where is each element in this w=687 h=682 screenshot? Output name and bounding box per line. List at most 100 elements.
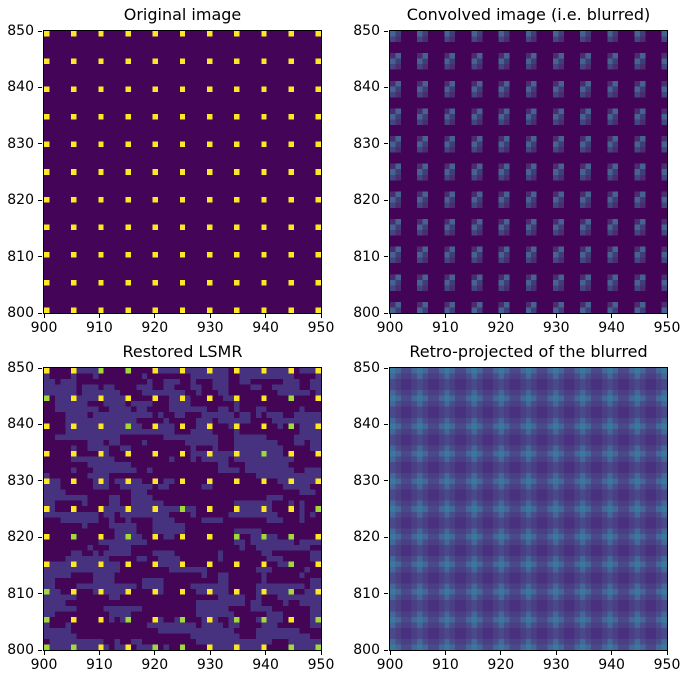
x-tick-label: 910 (86, 657, 113, 673)
x-tick-label: 930 (542, 657, 570, 673)
x-tick-label: 950 (307, 320, 335, 336)
y-tick-label: 850 (353, 23, 380, 39)
y-tick-label: 820 (7, 192, 34, 209)
y-tick-label: 840 (7, 79, 34, 96)
y-tick-label: 830 (353, 135, 380, 152)
y-tick-mark (38, 86, 42, 88)
y-tick-mark (384, 423, 388, 425)
y-tick-mark (384, 536, 388, 538)
y-tick-mark (38, 312, 42, 314)
x-tick-label: 910 (432, 320, 459, 336)
y-tick-mark (38, 649, 42, 651)
x-tick-mark (611, 651, 613, 655)
x-tick-mark (555, 314, 557, 318)
plot-area (389, 30, 668, 314)
x-tick-mark (209, 651, 211, 655)
x-tick-mark (98, 314, 100, 318)
heatmap-image (44, 368, 321, 650)
y-tick-mark (384, 86, 388, 88)
y-tick-label: 810 (353, 248, 380, 265)
x-tick-mark (98, 651, 100, 655)
x-tick-label: 920 (141, 657, 169, 673)
plot-title: Restored LSMR (122, 342, 243, 361)
x-tick-mark (320, 314, 322, 318)
heatmap-image (44, 31, 321, 313)
y-tick-label: 820 (7, 529, 34, 546)
x-tick-mark (444, 314, 446, 318)
x-tick-mark (389, 314, 391, 318)
y-tick-label: 820 (353, 529, 380, 546)
x-tick-label: 900 (376, 657, 404, 673)
x-tick-mark (43, 651, 45, 655)
x-tick-mark (500, 651, 502, 655)
x-tick-mark (389, 651, 391, 655)
x-tick-mark (154, 651, 156, 655)
x-tick-label: 910 (432, 657, 459, 673)
x-tick-label: 920 (487, 657, 515, 673)
y-tick-mark (38, 367, 42, 369)
y-tick-mark (38, 593, 42, 595)
x-tick-label: 940 (598, 320, 625, 336)
y-tick-mark (384, 143, 388, 145)
x-tick-mark (611, 314, 613, 318)
y-tick-mark (38, 536, 42, 538)
x-tick-label: 930 (196, 320, 224, 336)
x-tick-label: 900 (376, 320, 404, 336)
y-tick-mark (38, 423, 42, 425)
x-tick-label: 950 (653, 657, 681, 673)
x-tick-mark (265, 651, 267, 655)
y-tick-mark (38, 256, 42, 258)
y-tick-label: 830 (7, 472, 34, 489)
y-tick-mark (384, 256, 388, 258)
y-tick-label: 810 (353, 585, 380, 602)
y-tick-mark (38, 30, 42, 32)
y-tick-mark (384, 30, 388, 32)
y-tick-mark (38, 480, 42, 482)
y-tick-mark (384, 649, 388, 651)
plot-title: Convolved image (i.e. blurred) (406, 5, 651, 24)
heatmap-image (390, 31, 667, 313)
y-tick-label: 850 (7, 360, 34, 376)
x-tick-mark (43, 314, 45, 318)
x-tick-label: 950 (653, 320, 681, 336)
x-tick-label: 930 (196, 657, 224, 673)
y-tick-label: 840 (353, 79, 380, 96)
plot-area (389, 367, 668, 651)
plot-title: Retro-projected of the blurred (409, 342, 648, 361)
plot-area (43, 367, 322, 651)
y-tick-label: 810 (7, 585, 34, 602)
x-tick-label: 940 (252, 320, 279, 336)
y-tick-label: 840 (7, 416, 34, 433)
x-tick-mark (444, 651, 446, 655)
x-tick-mark (500, 314, 502, 318)
x-tick-label: 920 (487, 320, 515, 336)
heatmap-image (390, 368, 667, 650)
x-tick-mark (320, 651, 322, 655)
x-tick-label: 920 (141, 320, 169, 336)
y-tick-label: 800 (7, 642, 34, 658)
y-tick-label: 850 (353, 360, 380, 376)
x-tick-label: 930 (542, 320, 570, 336)
y-tick-mark (38, 199, 42, 201)
y-tick-mark (384, 199, 388, 201)
y-tick-label: 840 (353, 416, 380, 433)
y-tick-mark (384, 367, 388, 369)
x-tick-mark (555, 651, 557, 655)
x-tick-label: 910 (86, 320, 113, 336)
y-tick-label: 800 (353, 305, 380, 321)
x-tick-label: 940 (252, 657, 279, 673)
plot-area (43, 30, 322, 314)
x-tick-label: 940 (598, 657, 625, 673)
y-tick-label: 850 (7, 23, 34, 39)
y-tick-label: 810 (7, 248, 34, 265)
x-tick-mark (209, 314, 211, 318)
x-tick-label: 950 (307, 657, 335, 673)
x-tick-mark (265, 314, 267, 318)
plot-title: Original image (123, 5, 242, 24)
x-tick-mark (666, 314, 668, 318)
y-tick-label: 830 (7, 135, 34, 152)
x-tick-mark (154, 314, 156, 318)
x-tick-label: 900 (30, 320, 58, 336)
x-tick-label: 900 (30, 657, 58, 673)
y-tick-label: 820 (353, 192, 380, 209)
